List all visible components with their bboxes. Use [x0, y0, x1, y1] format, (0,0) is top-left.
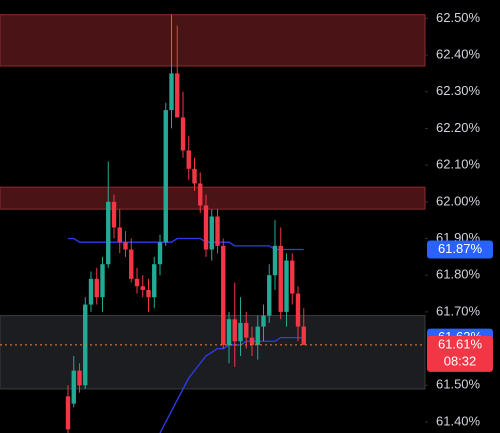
candle-body	[123, 242, 128, 250]
candle-body	[267, 275, 272, 316]
candle-body	[215, 216, 220, 246]
candle-body	[198, 183, 203, 206]
candle-body	[100, 264, 105, 298]
candle-body	[106, 201, 111, 265]
zone	[0, 14, 426, 67]
candle-body	[272, 245, 278, 276]
candle-body	[295, 293, 301, 327]
y-tick-label: 62.50%	[436, 10, 481, 25]
candle-body	[249, 337, 255, 345]
price-tag	[427, 335, 493, 372]
candle-body	[117, 227, 122, 243]
y-tick-label: 61.50%	[436, 377, 481, 392]
candle-body	[192, 168, 197, 184]
candle-body	[140, 286, 145, 290]
candle-body	[244, 322, 249, 338]
candle-body	[94, 278, 99, 298]
candle-body	[88, 278, 94, 305]
candle-body	[152, 264, 157, 298]
y-tick-label: 62.40%	[436, 46, 481, 61]
y-tick-label: 61.70%	[436, 303, 481, 318]
candle-body	[203, 205, 209, 250]
candle-body	[278, 245, 283, 312]
candle-body	[186, 150, 191, 169]
y-tick-label: 61.80%	[436, 267, 481, 282]
price-tag-label: 61.87%	[438, 241, 483, 256]
y-tick-label: 62.30%	[436, 83, 481, 98]
candle-body	[301, 326, 306, 345]
y-tick-label: 61.40%	[436, 413, 481, 428]
candle-body	[77, 370, 82, 386]
y-tick-label: 62.00%	[436, 193, 481, 208]
candle-body	[226, 319, 232, 345]
candle-body	[209, 216, 214, 250]
candle-body	[261, 315, 266, 327]
candle-body	[129, 249, 134, 279]
candle-body	[284, 260, 289, 312]
candle-body	[290, 260, 295, 294]
candle-body	[146, 289, 151, 298]
y-tick-label: 62.10%	[436, 157, 481, 172]
candle-body	[169, 73, 174, 111]
candle-body	[111, 201, 117, 228]
candle-body	[134, 278, 140, 287]
candle-body	[71, 370, 76, 404]
zone	[0, 186, 426, 210]
price-tag-label: 61.61%	[438, 336, 483, 351]
candle-body	[175, 73, 180, 118]
candle-body	[65, 396, 71, 430]
candle-body	[163, 110, 168, 243]
candle-body	[157, 242, 163, 265]
price-tag	[427, 240, 493, 259]
candle-body	[232, 319, 237, 342]
candle-body	[255, 326, 260, 345]
candle-body	[221, 245, 226, 345]
y-tick-label: 62.20%	[436, 120, 481, 135]
candle-body	[180, 117, 186, 151]
candle-body	[238, 322, 243, 342]
countdown: 08:32	[444, 353, 477, 368]
